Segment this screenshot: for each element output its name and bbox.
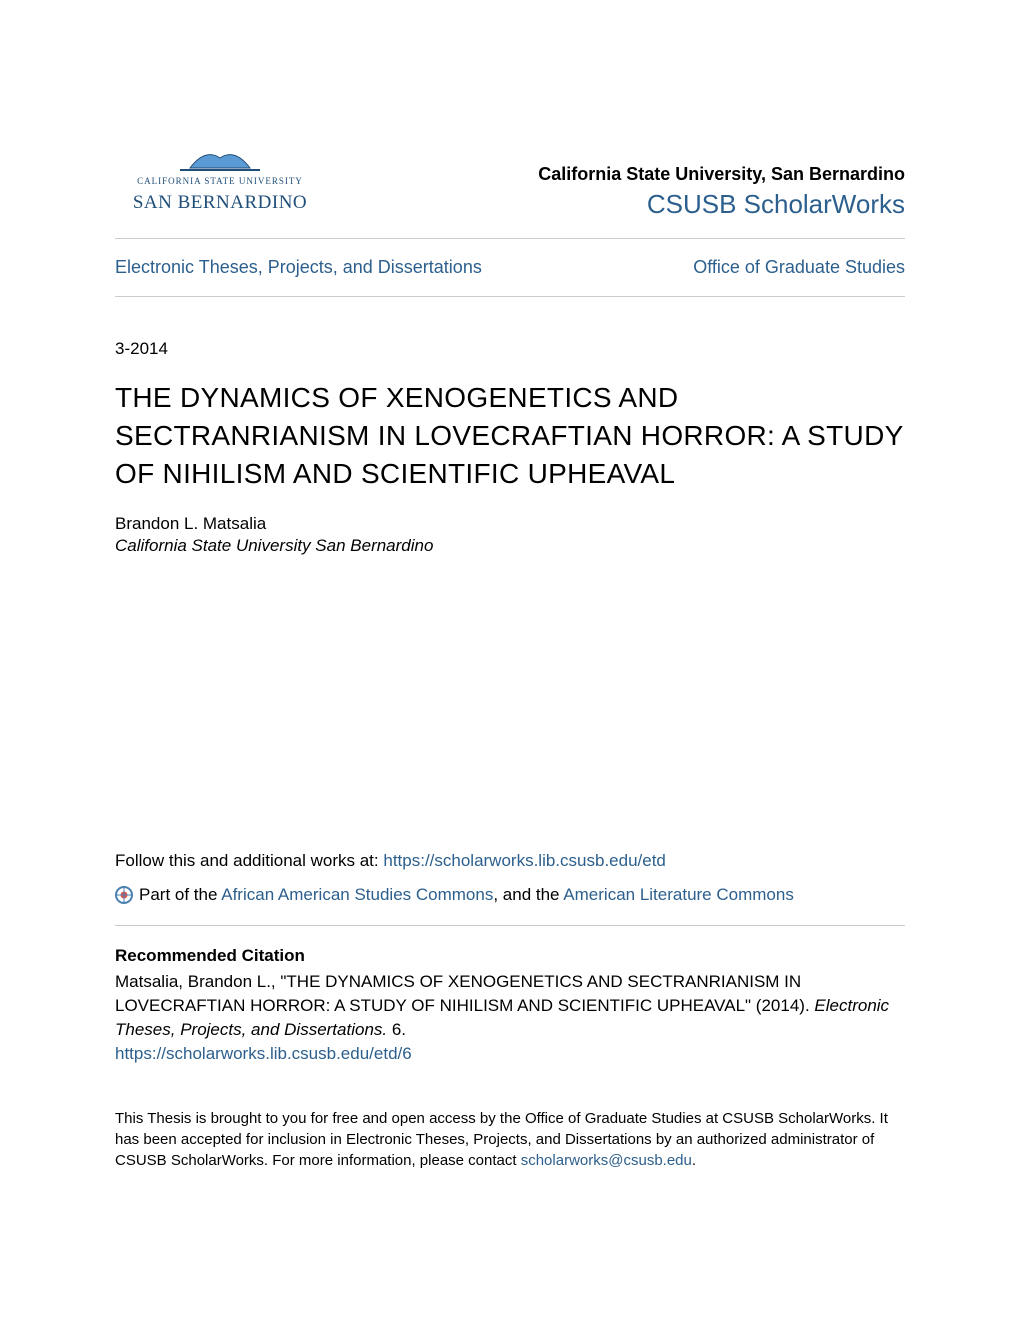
page-header: CALIFORNIA STATE UNIVERSITY SAN BERNARDI… xyxy=(115,140,905,239)
breadcrumb-nav: Electronic Theses, Projects, and Dissert… xyxy=(115,239,905,297)
author-affiliation: California State University San Bernardi… xyxy=(115,536,905,556)
author-name: Brandon L. Matsalia xyxy=(115,514,905,534)
citation-text: Matsalia, Brandon L., "THE DYNAMICS OF X… xyxy=(115,970,905,1041)
commons-link-2[interactable]: American Literature Commons xyxy=(563,885,794,904)
follow-url-link[interactable]: https://scholarworks.lib.csusb.edu/etd xyxy=(383,851,666,870)
citation-heading: Recommended Citation xyxy=(115,946,905,966)
svg-text:SAN BERNARDINO: SAN BERNARDINO xyxy=(133,192,307,213)
citation-section: Recommended Citation Matsalia, Brandon L… xyxy=(115,946,905,1063)
header-right-block: California State University, San Bernard… xyxy=(538,164,905,220)
footer-part1: This Thesis is brought to you for free a… xyxy=(115,1110,888,1169)
network-icon xyxy=(115,886,133,904)
network-prefix: Part of the xyxy=(139,885,221,904)
commons-network-row: Part of the African American Studies Com… xyxy=(115,885,905,926)
paper-title: THE DYNAMICS OF XENOGENETICS AND SECTRAN… xyxy=(115,379,905,492)
follow-section: Follow this and additional works at: htt… xyxy=(115,851,905,871)
citation-part1: Matsalia, Brandon L., "THE DYNAMICS OF X… xyxy=(115,972,814,1015)
collection-link[interactable]: Electronic Theses, Projects, and Dissert… xyxy=(115,257,482,278)
svg-text:CALIFORNIA STATE UNIVERSITY: CALIFORNIA STATE UNIVERSITY xyxy=(137,176,303,186)
network-connector: , and the xyxy=(493,885,563,904)
csusb-logo-icon: CALIFORNIA STATE UNIVERSITY SAN BERNARDI… xyxy=(115,140,325,220)
contact-email-link[interactable]: scholarworks@csusb.edu xyxy=(521,1152,692,1169)
institution-logo: CALIFORNIA STATE UNIVERSITY SAN BERNARDI… xyxy=(115,140,325,220)
repository-link[interactable]: CSUSB ScholarWorks xyxy=(647,189,905,219)
follow-prefix: Follow this and additional works at: xyxy=(115,851,383,870)
citation-url-link[interactable]: https://scholarworks.lib.csusb.edu/etd/6 xyxy=(115,1044,905,1064)
repository-name: CSUSB ScholarWorks xyxy=(538,189,905,220)
publication-date: 3-2014 xyxy=(115,339,905,359)
office-link[interactable]: Office of Graduate Studies xyxy=(693,257,905,278)
commons-link-1[interactable]: African American Studies Commons xyxy=(221,885,493,904)
network-text: Part of the African American Studies Com… xyxy=(139,885,794,905)
institution-name: California State University, San Bernard… xyxy=(538,164,905,185)
footer-text: This Thesis is brought to you for free a… xyxy=(115,1108,905,1171)
citation-part2: 6. xyxy=(387,1020,406,1039)
footer-part2: . xyxy=(692,1152,696,1169)
